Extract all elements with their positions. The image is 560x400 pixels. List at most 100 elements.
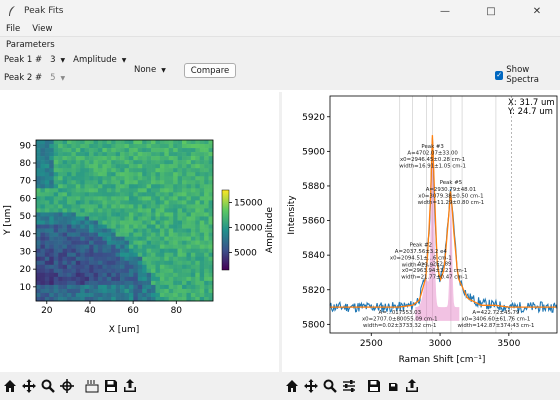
heatmap-cell [53, 260, 59, 266]
heatmap-cell [177, 232, 183, 237]
pan-icon[interactable] [301, 376, 320, 396]
pan-icon[interactable] [19, 376, 38, 396]
heatmap-cell [89, 268, 94, 274]
heatmap-cell [102, 160, 108, 165]
heatmap-cell [44, 228, 50, 233]
heatmap-cell [155, 248, 161, 254]
save-icon[interactable] [101, 376, 120, 396]
heatmap-cell [111, 220, 116, 225]
heatmap-cell [173, 176, 178, 181]
compare-button[interactable]: Compare [184, 63, 236, 78]
heatmap-cell [177, 176, 183, 181]
heatmap-cell [186, 240, 192, 245]
peak1-dropdown[interactable]: 3 ▼ [50, 55, 65, 65]
save-small-icon[interactable] [383, 376, 402, 396]
heatmap-cell [75, 160, 81, 165]
maximize-button[interactable]: □ [486, 5, 496, 17]
heatmap-cell [199, 164, 205, 169]
spectrum-x-tick-label: 3000 [429, 339, 452, 349]
heatmap-cell [102, 152, 108, 157]
heatmap-cell [159, 292, 165, 298]
heatmap-cell [208, 140, 214, 145]
heatmap-cell [36, 256, 41, 262]
configure-icon[interactable] [82, 376, 101, 396]
heatmap-cell [58, 204, 63, 209]
heatmap-cell [120, 168, 125, 173]
heatmap-cell [111, 140, 116, 145]
heatmap-cell [111, 288, 116, 294]
heatmap-cell [190, 220, 196, 225]
menu-file[interactable]: File [6, 24, 21, 34]
heatmap-cell [62, 188, 68, 193]
heatmap-cell [53, 204, 59, 209]
close-button[interactable]: ✕ [532, 5, 542, 17]
heatmap-cell [80, 168, 85, 173]
zoom-icon[interactable] [320, 376, 339, 396]
heatmap-cell [177, 268, 183, 274]
heatmap-cell [164, 296, 170, 302]
heatmap-cell [208, 216, 214, 221]
peak2-dropdown[interactable]: 5 ▼ [50, 73, 65, 83]
heatmap-cell [40, 152, 46, 157]
heatmap-cell [155, 232, 161, 237]
sliders-icon[interactable] [339, 376, 358, 396]
heatmap-cell [40, 160, 46, 165]
heatmap-cell [75, 148, 81, 153]
heatmap-cell [44, 212, 50, 217]
heatmap-cell [75, 188, 81, 193]
heatmap-cell [146, 204, 152, 209]
heatmap-cell [106, 268, 112, 274]
heatmap-cell [182, 156, 187, 161]
heatmap-cell [173, 264, 178, 270]
export-icon[interactable] [120, 376, 139, 396]
heatmap-cell [115, 292, 121, 298]
compare-mode-dropdown[interactable]: None ▼ [134, 65, 166, 75]
heatmap-cell [115, 220, 121, 225]
heatmap-cell [159, 140, 165, 145]
heatmap-cell [204, 280, 209, 286]
heatmap-cell [93, 292, 99, 298]
home-icon[interactable] [282, 376, 301, 396]
heatmap-cell [49, 248, 54, 254]
heatmap-cell [120, 240, 125, 245]
heatmap-cell [151, 172, 156, 177]
heatmap-cell [66, 140, 72, 145]
home-icon[interactable] [0, 376, 19, 396]
heatmap-cell [89, 240, 94, 245]
heatmap-cell [62, 248, 68, 254]
zoom-icon[interactable] [38, 376, 57, 396]
heatmap-cell [71, 252, 77, 258]
heatmap-cell [146, 244, 152, 249]
export-icon[interactable] [402, 376, 421, 396]
heatmap-cell [71, 244, 77, 249]
heatmap-cell [115, 204, 121, 209]
heatmap-cell [53, 296, 59, 302]
spectrum-figure[interactable]: X: 31.7 um Y: 24.7 um 2500 3000 3500580058… [282, 92, 560, 370]
crosshair-icon[interactable] [57, 376, 76, 396]
save-icon[interactable] [364, 376, 383, 396]
heatmap-cell [62, 212, 68, 217]
heatmap-cell [97, 272, 103, 278]
heatmap-cell [182, 168, 187, 173]
heatmap-cell [137, 252, 143, 258]
heatmap-cell [66, 144, 72, 149]
heatmap-cell [124, 152, 130, 157]
heatmap-cell [146, 156, 152, 161]
heatmap-cell [186, 140, 192, 145]
heatmap-cell [208, 224, 214, 229]
panel-divider[interactable] [279, 92, 282, 372]
heatmap-cell [36, 152, 41, 157]
heatmap-cell [182, 192, 187, 197]
heatmap-cells[interactable] [36, 140, 214, 302]
menu-view[interactable]: View [32, 24, 53, 34]
show-spectra-checkbox[interactable]: ✓ Show Spectra [495, 65, 560, 85]
heatmap-cell [164, 160, 170, 165]
heatmap-cell [151, 256, 156, 262]
heatmap-cell [44, 296, 50, 302]
heatmap-cell [168, 144, 174, 149]
heatmap-cell [133, 236, 139, 241]
amplitude-dropdown[interactable]: Amplitude ▼ [73, 55, 126, 65]
minimize-button[interactable]: — [440, 5, 450, 17]
heatmap-cell [137, 196, 143, 201]
